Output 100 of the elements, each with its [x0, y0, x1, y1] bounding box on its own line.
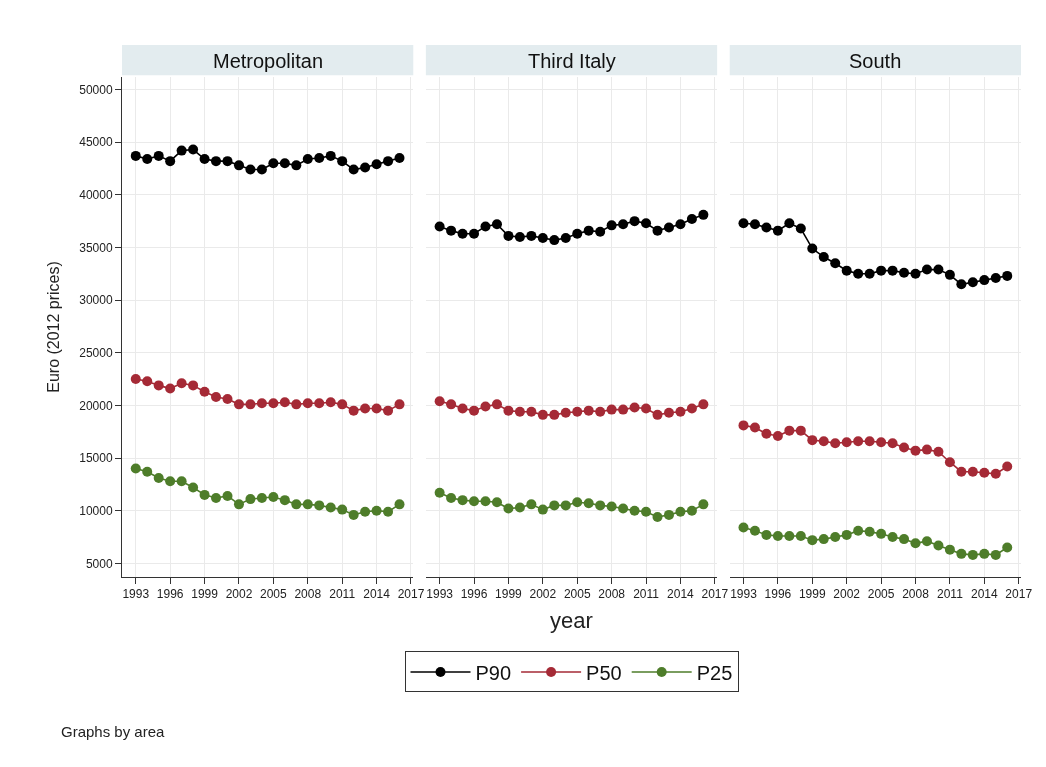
point	[841, 265, 852, 276]
point	[176, 476, 187, 487]
point	[503, 230, 514, 241]
chart-title: South	[849, 50, 902, 72]
point	[480, 221, 491, 232]
point	[921, 536, 932, 547]
point	[480, 401, 491, 412]
point	[784, 530, 795, 541]
point	[514, 502, 525, 513]
point	[245, 399, 256, 410]
point	[371, 159, 382, 170]
point	[876, 528, 887, 539]
point	[618, 219, 629, 230]
point	[761, 428, 772, 439]
point	[1002, 270, 1013, 281]
point	[383, 506, 394, 517]
point	[641, 403, 652, 414]
point	[921, 264, 932, 275]
x-tick-label: 2002	[529, 587, 557, 602]
point	[503, 503, 514, 514]
point	[537, 233, 548, 243]
legend-label: P90	[475, 661, 512, 684]
point	[560, 233, 571, 243]
point	[291, 399, 302, 410]
point	[772, 530, 783, 541]
legend-label: P25	[696, 661, 733, 684]
point	[302, 499, 313, 510]
point	[165, 156, 176, 167]
point	[663, 407, 674, 418]
point	[990, 273, 1001, 283]
point	[176, 378, 187, 389]
point	[130, 150, 141, 161]
point	[222, 394, 233, 405]
point	[491, 497, 502, 508]
point	[761, 529, 772, 540]
x-tick-label: 1996	[156, 587, 184, 602]
point	[663, 222, 674, 233]
point	[887, 438, 898, 449]
point	[818, 436, 829, 447]
point	[549, 409, 560, 420]
point	[784, 425, 795, 436]
point	[876, 437, 887, 448]
point	[188, 144, 199, 155]
point	[211, 493, 222, 504]
point	[268, 491, 279, 502]
point	[549, 500, 560, 511]
point	[795, 223, 806, 234]
point	[652, 511, 663, 522]
point	[537, 409, 548, 420]
point	[818, 534, 829, 545]
point	[967, 549, 978, 560]
point	[199, 386, 210, 397]
point	[583, 225, 594, 236]
point	[761, 222, 772, 233]
point	[749, 525, 760, 536]
point	[818, 251, 829, 262]
point	[595, 500, 606, 511]
point	[749, 422, 760, 433]
point	[772, 430, 783, 441]
point	[583, 405, 594, 416]
y-tick-label: 15000	[79, 451, 113, 466]
point	[457, 495, 468, 506]
point	[899, 534, 910, 545]
point	[876, 265, 887, 276]
point	[469, 496, 480, 507]
y-tick-label: 45000	[79, 135, 113, 150]
x-axis-title: year	[550, 608, 593, 634]
point	[142, 466, 153, 477]
point	[360, 506, 371, 517]
point	[807, 243, 818, 254]
point	[606, 501, 617, 512]
point	[337, 504, 348, 515]
point	[469, 405, 480, 416]
point	[967, 466, 978, 477]
point	[480, 496, 491, 507]
point	[446, 493, 457, 504]
y-tick-label: 50000	[79, 82, 113, 97]
point	[457, 403, 468, 414]
point	[686, 505, 697, 516]
point	[383, 405, 394, 416]
point	[371, 505, 382, 516]
point	[256, 164, 267, 175]
point	[337, 156, 348, 167]
point	[749, 219, 760, 230]
point	[853, 268, 864, 279]
point	[652, 225, 663, 236]
point	[772, 225, 783, 236]
y-tick-label: 35000	[79, 240, 113, 255]
point	[256, 493, 267, 504]
point	[325, 150, 336, 161]
point	[910, 538, 921, 549]
point	[130, 463, 141, 474]
point	[268, 398, 279, 409]
point	[887, 531, 898, 542]
point	[434, 487, 445, 498]
point	[618, 503, 629, 514]
point	[899, 267, 910, 278]
point	[153, 473, 164, 484]
point	[979, 548, 990, 559]
point	[142, 376, 153, 387]
